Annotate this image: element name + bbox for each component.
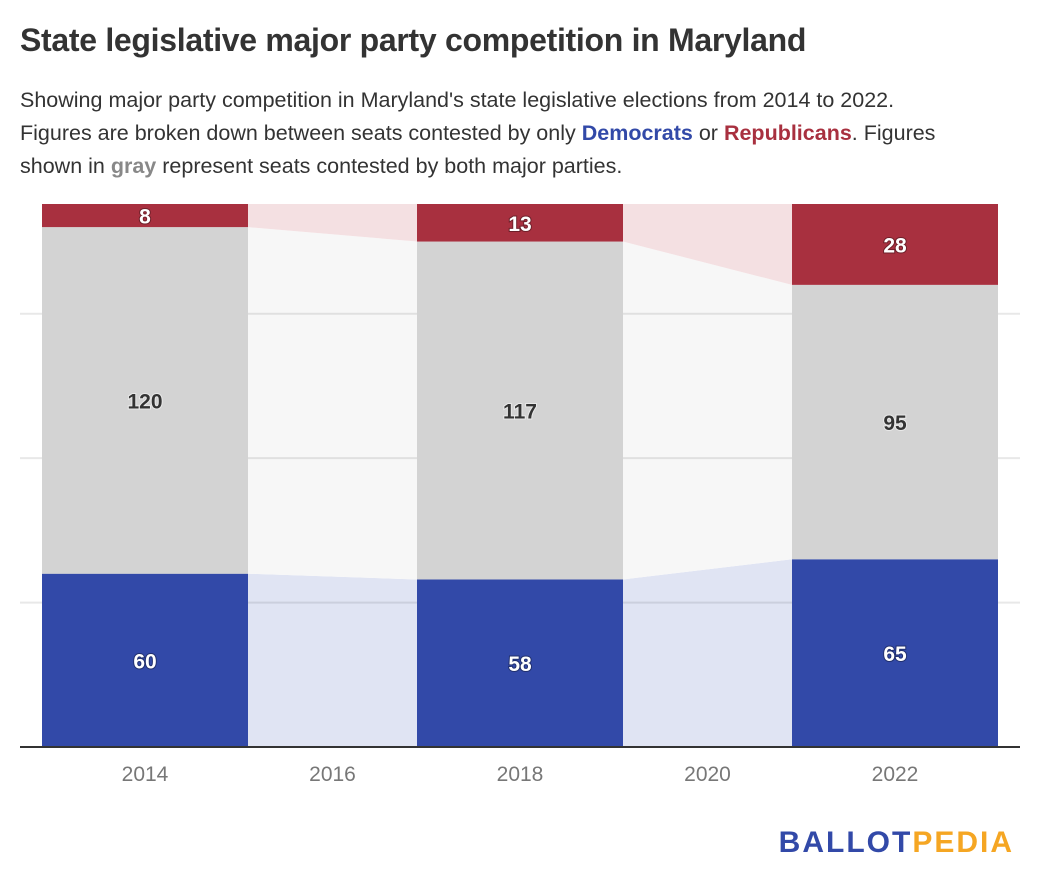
data-label-republicans: 13 [508,213,531,236]
chart-subtitle: Showing major party competition in Maryl… [20,84,1030,183]
connector-republicans [248,204,417,242]
connector-democrats [248,573,417,747]
subtitle-text: shown in [20,154,111,178]
bar-segment-republicans [42,204,248,228]
logo-ballot: BALLOT [778,826,913,859]
subtitle-text: Figures are broken down between seats co… [20,121,582,145]
subtitle-text: or [692,121,724,145]
data-label-republicans: 8 [139,206,151,229]
subtitle-text: . Figures [851,121,936,145]
x-tick-label: 2014 [122,763,169,786]
connector-both [248,227,417,580]
x-tick-label: 2022 [872,763,919,786]
stacked-bar-chart: 60 120 8 58 117 13 65 95 28 2014 2016 2018 2020 2022 [20,204,1020,786]
x-tick-label: 2020 [684,763,731,786]
bar-segment-both [792,284,998,560]
chart-title: State legislative major party competitio… [20,22,807,58]
legend-both: gray [110,154,157,178]
bar-segment-democrats [792,559,998,747]
data-label-republicans: 28 [883,234,907,257]
data-label-democrats: 65 [883,643,907,666]
bar-segment-both [42,227,248,574]
ballotpedia-logo: BALLOTPEDIA [779,826,1014,860]
data-label-democrats: 60 [133,650,156,673]
data-label-both: 117 [503,401,537,424]
bar-segment-both [417,241,623,580]
bar-segment-republicans [417,204,623,242]
connector-republicans [623,204,792,285]
connector-democrats [623,559,792,747]
bar-segment-democrats [417,579,623,747]
subtitle-line-3: shown in gray represent seats contested … [20,150,1030,183]
subtitle-text: represent seats contested by both major … [156,154,623,178]
subtitle-line-2: Figures are broken down between seats co… [20,117,1030,150]
legend-democrats: Democrats [581,121,693,145]
bar-segment-democrats [42,573,248,747]
legend-republicans: Republicans [723,121,852,145]
bar-segment-republicans [792,204,998,285]
data-label-democrats: 58 [508,653,532,676]
subtitle-line-1: Showing major party competition in Maryl… [20,88,895,112]
data-label-both: 95 [883,412,907,435]
data-label-both: 120 [127,390,162,413]
x-tick-label: 2016 [309,763,356,786]
x-tick-label: 2018 [497,763,544,786]
logo-pedia: PEDIA [912,826,1014,859]
connector-both [623,241,792,580]
